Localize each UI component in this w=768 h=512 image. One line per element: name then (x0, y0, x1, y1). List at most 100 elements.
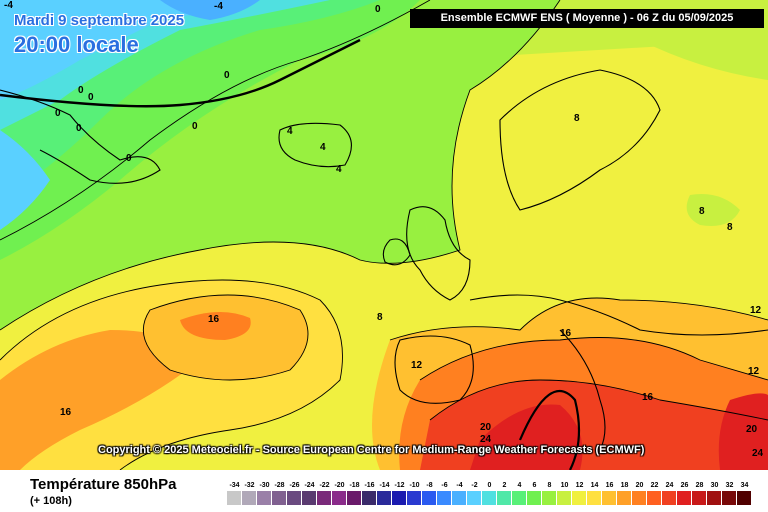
scale-swatch (332, 491, 346, 505)
field-lightblue (0, 0, 250, 100)
scale-label: -14 (379, 482, 389, 489)
scale-label: -32 (244, 482, 254, 489)
scale-swatch (287, 491, 301, 505)
field-atlantic-core16 (180, 311, 251, 340)
scale-label: -22 (319, 482, 329, 489)
contour-label: 4 (336, 164, 342, 175)
contour-label: -4 (4, 0, 13, 11)
scale-swatch (482, 491, 496, 505)
isotherm-20 (429, 379, 768, 421)
contour-label: -4 (214, 1, 223, 12)
scale-swatch (587, 491, 601, 505)
scale-label: 4 (518, 482, 522, 489)
scale-label: 28 (696, 482, 704, 489)
contour-label: 0 (375, 4, 381, 15)
scale-label: -2 (471, 482, 477, 489)
contour-label: 24 (480, 434, 492, 445)
contour-label: 8 (574, 113, 580, 124)
field-ne-green (640, 26, 768, 81)
field-lightblue-west (0, 130, 50, 230)
scale-label: -8 (426, 482, 432, 489)
scale-swatch (722, 491, 736, 505)
contour-label: 8 (377, 312, 383, 323)
contour-label: 0 (76, 123, 82, 134)
contour-label: 0 (55, 108, 61, 119)
scale-label: -26 (289, 482, 299, 489)
scale-swatch (632, 491, 646, 505)
scale-swatch (542, 491, 556, 505)
scale-swatch (377, 491, 391, 505)
scale-swatch (572, 491, 586, 505)
contour-label: 8 (699, 206, 705, 217)
scale-label: 24 (666, 482, 674, 489)
scale-swatch (302, 491, 316, 505)
contour-label: 20 (480, 422, 492, 433)
scale-swatch (647, 491, 661, 505)
legend-bar: Température 850hPa (+ 108h) -34 -32 -30 -28… (0, 470, 768, 512)
greenland-coast (0, 89, 161, 184)
scale-swatch (242, 491, 256, 505)
scale-label: 16 (606, 482, 614, 489)
scale-label: -24 (304, 482, 314, 489)
scale-swatch (437, 491, 451, 505)
scale-label: -34 (229, 482, 239, 489)
scale-swatch (662, 491, 676, 505)
contour-label: 16 (208, 314, 220, 325)
contour-label: 16 (560, 328, 572, 339)
contour-label: 12 (748, 366, 760, 377)
forecast-time: 20:00 locale (14, 32, 139, 57)
scale-swatch (407, 491, 421, 505)
isotherm-24-bold (518, 389, 581, 470)
scale-label: -16 (364, 482, 374, 489)
ireland-coast (382, 238, 411, 266)
isotherm-16-atlantic (142, 294, 309, 381)
contour-label: 4 (320, 142, 326, 153)
contour-label: 12 (411, 360, 423, 371)
contour-label: 24 (752, 448, 764, 459)
scale-label: 2 (503, 482, 507, 489)
field-yellow (428, 40, 768, 300)
contour-label: 4 (287, 126, 293, 137)
scale-swatch (257, 491, 271, 505)
isotherm-8 (0, 279, 343, 470)
lead-time: (+ 108h) (30, 495, 72, 507)
isotherm-bold-0 (0, 38, 361, 108)
scale-labels: -34 -32 -30 -28 -26 -24 -22 -20 -18 -16 -14 -12 -10-… (229, 482, 748, 489)
scale-label: -4 (456, 482, 462, 489)
isotherm-16-europe (419, 337, 768, 381)
scale-label: 34 (741, 482, 749, 489)
scale-label: 8 (548, 482, 552, 489)
scale-label: 0 (488, 482, 492, 489)
scale-label: 10 (561, 482, 569, 489)
italy-coast (559, 329, 606, 451)
contour-label: 20 (746, 424, 758, 435)
contour-label: 16 (60, 407, 72, 418)
contour-label: 0 (78, 85, 84, 96)
isotherm-0 (0, 0, 431, 241)
scale-label: 18 (621, 482, 629, 489)
europe-coast (469, 294, 768, 336)
scale-swatch (422, 491, 436, 505)
scale-swatch (737, 491, 751, 505)
scale-swatch (317, 491, 331, 505)
scale-swatch (527, 491, 541, 505)
color-scale: -34 -32 -30 -28 -26 -24 -22 -20 -18 -16 -14 -12 -10-… (227, 482, 751, 505)
scale-label: 26 (681, 482, 689, 489)
parameter-title: Température 850hPa (30, 476, 177, 493)
scale-swatch (392, 491, 406, 505)
scandinavia-coast (499, 69, 661, 211)
scale-swatch (497, 491, 511, 505)
field-hot-core (470, 404, 583, 470)
scale-label: 12 (576, 482, 584, 489)
scale-swatch (452, 491, 466, 505)
iceland-coast (278, 122, 352, 168)
contour-labels: -4 -4 0 0 0 0 0 0 0 0 4 4 4 8 8 8 8 12 1… (4, 0, 764, 459)
scale-label: 6 (533, 482, 537, 489)
britain-coast (406, 206, 471, 301)
scale-swatch (467, 491, 481, 505)
scale-swatch (227, 491, 241, 505)
scale-label: 22 (651, 482, 659, 489)
isotherm-4 (0, 0, 561, 331)
scale-swatch (692, 491, 706, 505)
